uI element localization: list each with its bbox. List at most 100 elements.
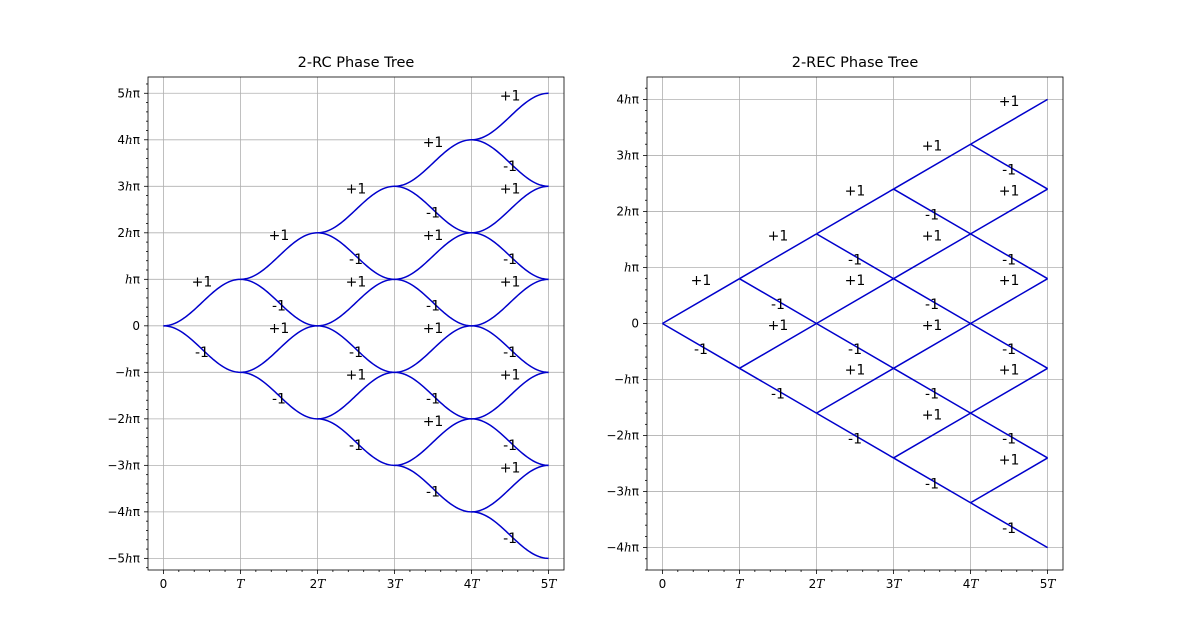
rc-phase-branch	[471, 371, 549, 420]
rc-branch-label: +1	[346, 368, 367, 384]
rec-phase-branch	[739, 233, 817, 280]
rc-x-tick-label: 4T	[464, 577, 481, 591]
rec-branch-label: +1	[845, 363, 866, 379]
rec-branch-label: +1	[845, 273, 866, 289]
rec-phase-branch	[970, 188, 1048, 235]
rec-branch-label: +1	[845, 183, 866, 199]
rec-branch-label: -1	[694, 342, 708, 358]
rc-branch-label: +1	[500, 89, 521, 105]
rec-branch-label: -1	[925, 476, 939, 492]
rec-phase-branch	[893, 188, 971, 235]
rc-phase-branch	[163, 325, 241, 374]
rc-branch-label: +1	[346, 182, 367, 198]
rec-branch-label: +1	[999, 273, 1020, 289]
rc-branch-label: +1	[500, 182, 521, 198]
rc-phase-branch	[317, 325, 395, 374]
rec-phase-branch	[970, 457, 1048, 504]
rc-branch-label: +1	[500, 275, 521, 291]
rec-y-tick-label: −3hπ	[606, 485, 639, 499]
rec-branch-label: -1	[925, 387, 939, 403]
rec-y-tick-label: 0	[631, 317, 639, 331]
rec-phase-branch	[893, 367, 971, 414]
rc-x-tick-label: T	[236, 577, 245, 591]
rc-phase-branch	[471, 232, 549, 281]
rc-branch-label: -1	[349, 438, 363, 454]
rc-y-tick-label: −4hπ	[107, 505, 140, 519]
rec-branch-label: -1	[1002, 342, 1016, 358]
rec-branch-label: +1	[922, 318, 943, 334]
rec-phase-branch	[970, 143, 1048, 190]
rc-branch-label: -1	[349, 252, 363, 268]
rec-branch-label: +1	[768, 228, 789, 244]
rc-phase-branch	[471, 418, 549, 467]
rec-branch-label: -1	[925, 207, 939, 223]
rec-phase-tree-panel: +1 -1 +1 -1 +1 -1 +1 -1 +1 -1 +1 -1 +1 -1 +1 -1 +1 -1 +1 -1…	[606, 55, 1064, 591]
rec-phase-branch	[816, 322, 894, 369]
rc-branch-label: -1	[503, 159, 517, 175]
rec-phase-branch	[662, 278, 740, 325]
rc-branch-label: +1	[423, 321, 444, 337]
rec-y-tick-label: −2hπ	[606, 429, 639, 443]
rec-branch-label: +1	[999, 94, 1020, 110]
rc-branch-label: +1	[500, 368, 521, 384]
rec-phase-branch	[816, 278, 894, 325]
rec-branch-label: +1	[922, 139, 943, 155]
rc-branch-label: -1	[349, 345, 363, 361]
rc-x-tick-label: 3T	[387, 577, 404, 591]
rec-branch-label: -1	[1002, 432, 1016, 448]
rec-phase-branch	[816, 367, 894, 414]
rc-y-tick-label: 3hπ	[117, 179, 140, 193]
rc-branch-label: -1	[503, 345, 517, 361]
rc-branch-label: -1	[426, 485, 440, 501]
rc-phase-branch	[394, 278, 472, 327]
rc-phase-branch	[394, 464, 472, 513]
rec-x-tick-label: 0	[659, 577, 667, 591]
rc-phase-branch	[471, 92, 549, 141]
rec-phase-branch	[970, 502, 1048, 549]
rc-branch-label: -1	[426, 299, 440, 315]
rc-branch-label: -1	[503, 252, 517, 268]
rec-y-tick-label: hπ	[624, 260, 639, 274]
rec-phase-branch	[970, 278, 1048, 325]
rec-x-tick-label: 3T	[886, 577, 903, 591]
rc-phase-branch	[471, 139, 549, 188]
rc-y-tick-label: −hπ	[115, 365, 140, 379]
rc-y-tick-label: 5hπ	[117, 86, 140, 100]
rc-phase-branch	[471, 325, 549, 374]
rec-branch-label: +1	[922, 228, 943, 244]
rec-y-tick-label: −4hπ	[606, 541, 639, 555]
rec-phase-branch	[739, 367, 817, 414]
rc-phase-branch	[317, 278, 395, 327]
rc-phase-branch	[471, 511, 549, 560]
rc-phase-branch	[240, 325, 318, 374]
rec-branch-label: +1	[691, 273, 712, 289]
rc-phase-branch	[394, 418, 472, 467]
rc-branch-label: -1	[503, 438, 517, 454]
rec-y-tick-label: 3hπ	[616, 148, 639, 162]
rec-y-tick-label: 4hπ	[616, 92, 639, 106]
rec-branch-label: -1	[1002, 252, 1016, 268]
rc-branch-label: +1	[423, 228, 444, 244]
rc-branch-label: +1	[192, 275, 213, 291]
rc-phase-branch	[240, 278, 318, 327]
rc-phase-branch	[394, 185, 472, 234]
rc-phase-tree-panel: +1 -1 +1 -1 +1 -1 +1 -1 +1 -1 +1 -1 +1 -1 +1 -1 +1 -1 +1 -1…	[107, 55, 565, 591]
rc-phase-branch	[394, 139, 472, 188]
rc-branch-label: -1	[426, 392, 440, 408]
rc-chart-title: 2-RC Phase Tree	[298, 55, 415, 71]
rc-branch-label: +1	[346, 275, 367, 291]
rc-x-tick-label: 0	[160, 577, 168, 591]
rc-plot-frame	[147, 76, 565, 571]
rec-phase-branch	[816, 188, 894, 235]
rec-x-tick-label: 4T	[963, 577, 980, 591]
rc-phase-branch	[240, 371, 318, 420]
rec-phase-branch	[893, 278, 971, 325]
rc-y-tick-label: −3hπ	[107, 458, 140, 472]
rec-phase-branch	[970, 412, 1048, 459]
rec-branch-label: -1	[848, 432, 862, 448]
rec-branch-label: +1	[999, 452, 1020, 468]
rec-phase-branch	[970, 98, 1048, 145]
rc-phase-branch	[394, 232, 472, 281]
rec-phase-branch	[816, 412, 894, 459]
rec-phase-branch	[893, 457, 971, 504]
